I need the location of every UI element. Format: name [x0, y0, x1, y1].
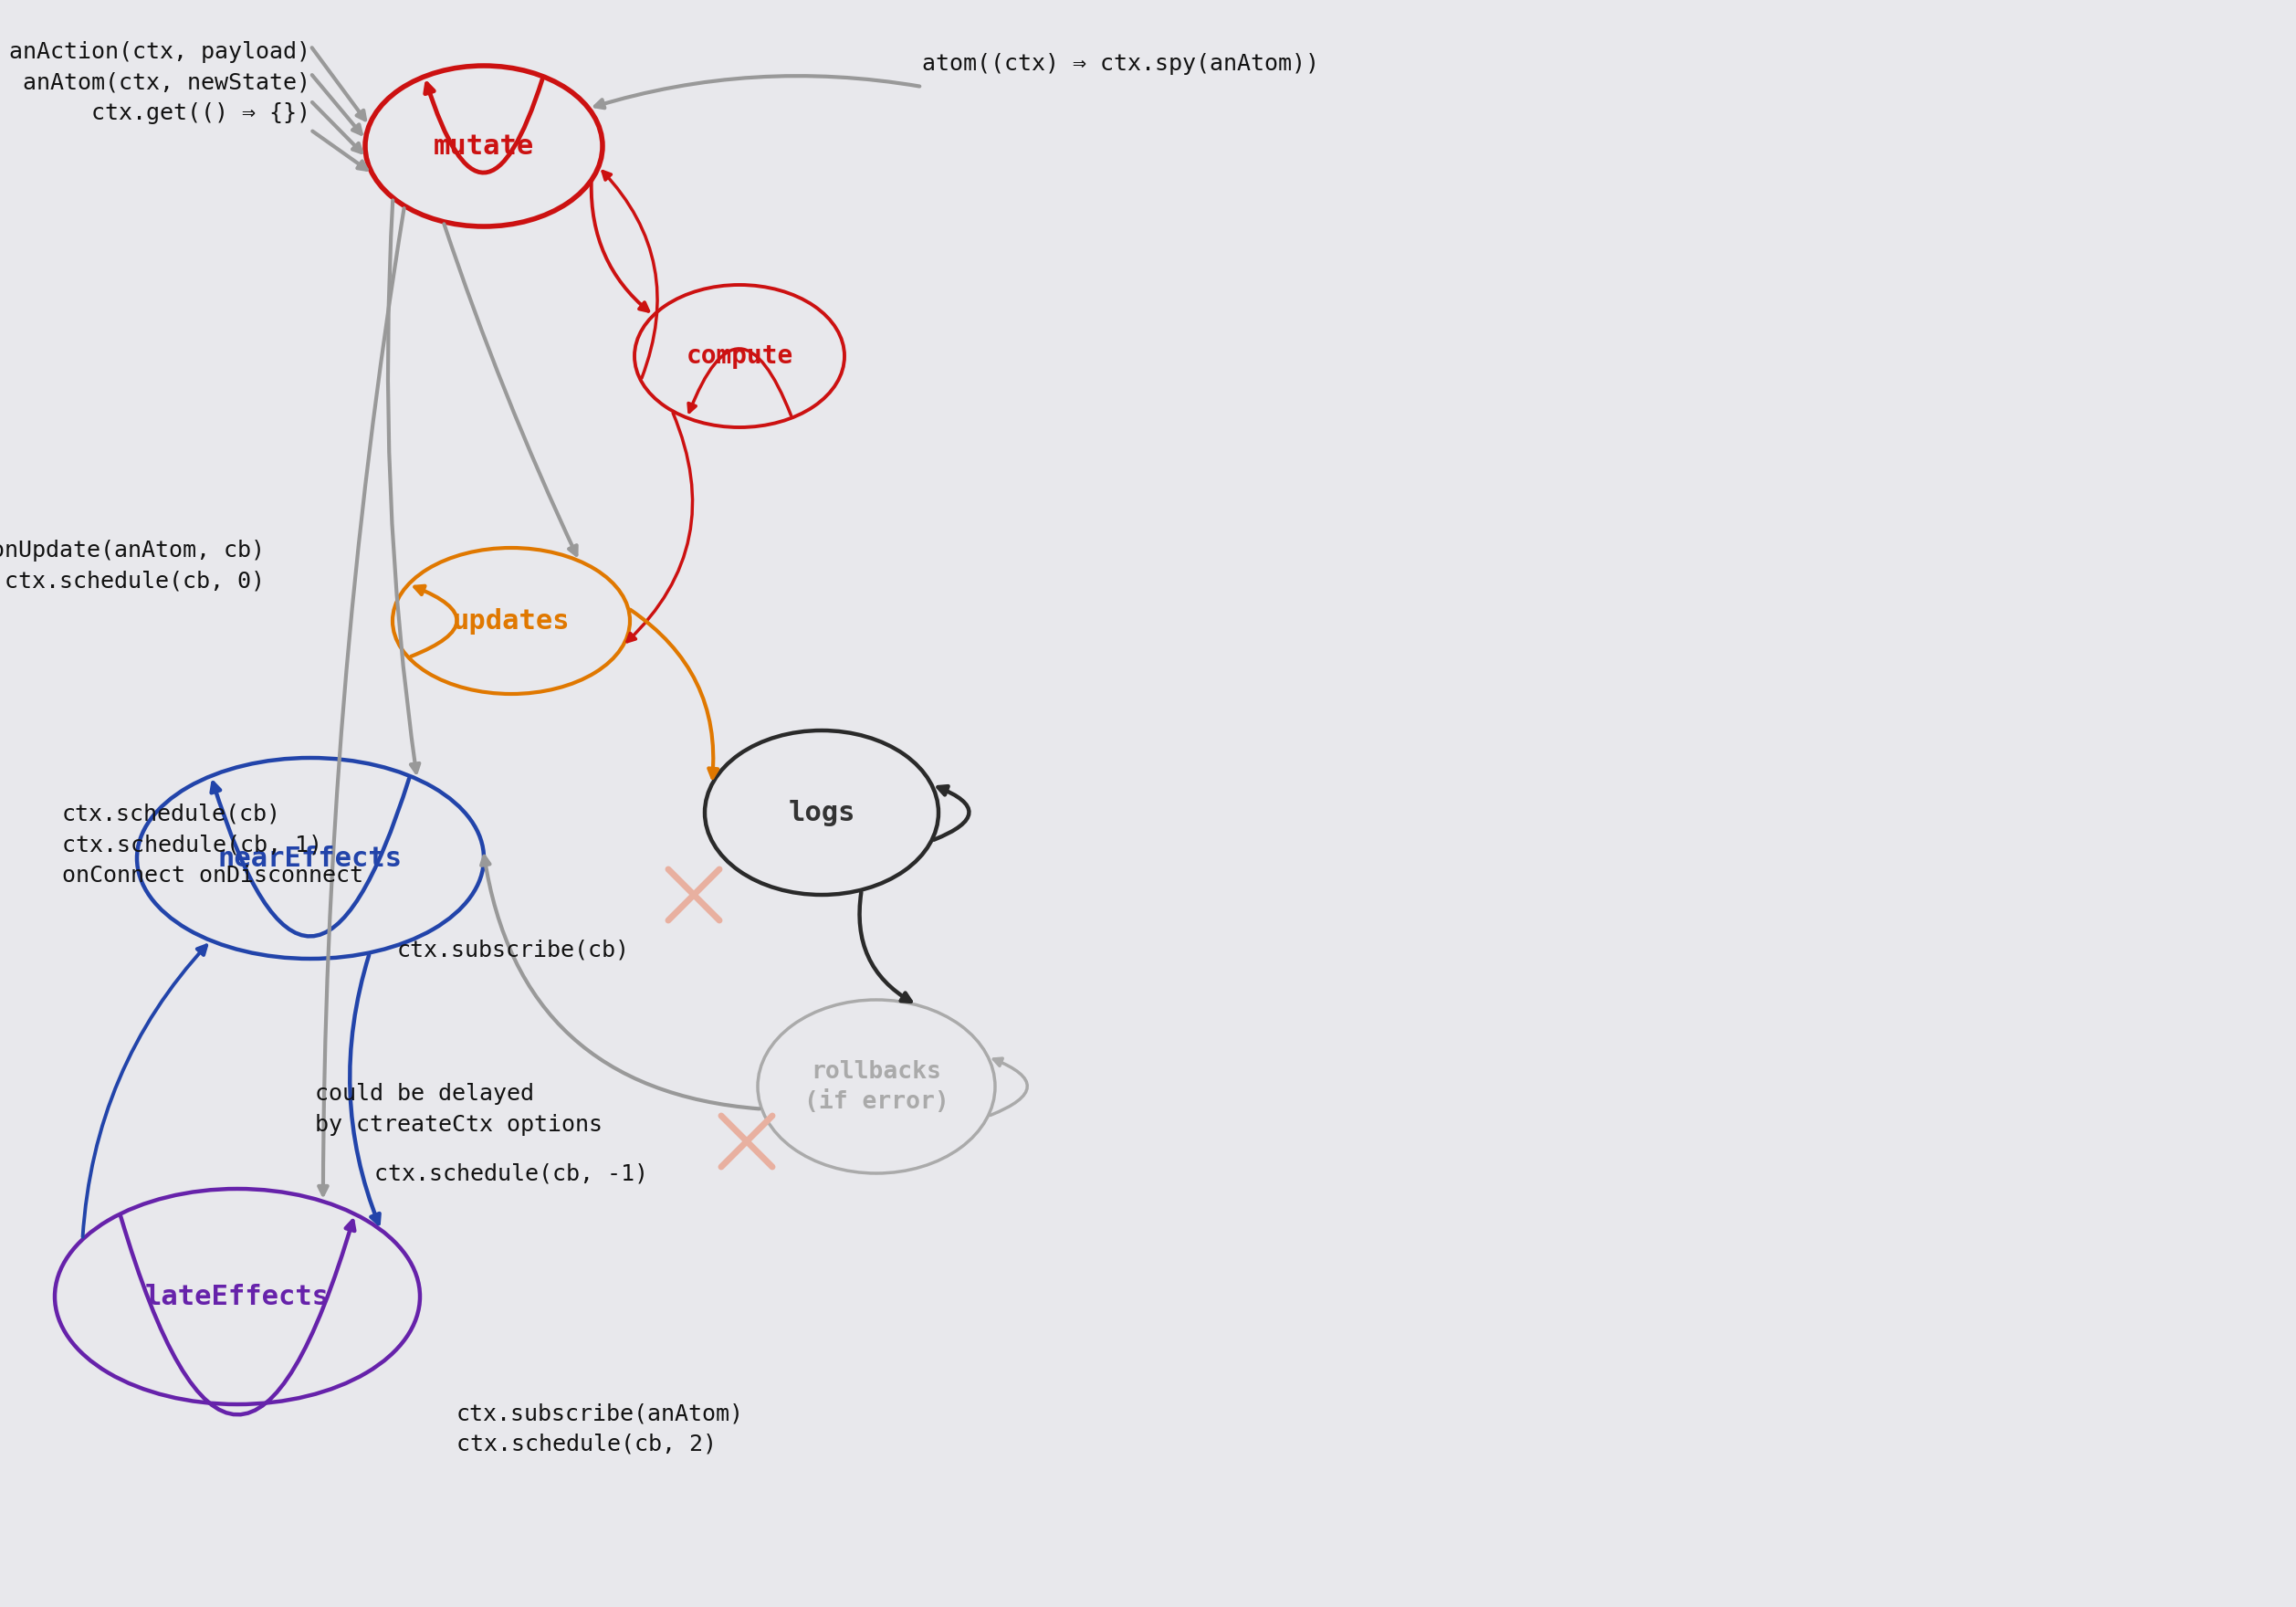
- Text: ctx.schedule(cb, -1): ctx.schedule(cb, -1): [374, 1162, 647, 1184]
- Text: ctx.schedule(cb)
ctx.schedule(cb, 1)
onConnect onDisconnect: ctx.schedule(cb) ctx.schedule(cb, 1) onC…: [62, 804, 363, 885]
- Text: onUpdate(anAtom, cb)
ctx.schedule(cb, 0): onUpdate(anAtom, cb) ctx.schedule(cb, 0): [0, 540, 264, 593]
- Text: lateEffects: lateEffects: [145, 1284, 331, 1310]
- Text: ctx.subscribe(anAtom)
ctx.schedule(cb, 2): ctx.subscribe(anAtom) ctx.schedule(cb, 2…: [457, 1403, 744, 1456]
- Text: rollbacks
(if error): rollbacks (if error): [804, 1059, 948, 1114]
- Text: nearEffects: nearEffects: [218, 845, 402, 871]
- Text: mutate: mutate: [434, 133, 535, 159]
- Text: logs: logs: [788, 799, 854, 826]
- Text: updates: updates: [452, 607, 569, 635]
- Text: atom((ctx) ⇒ ctx.spy(anAtom)): atom((ctx) ⇒ ctx.spy(anAtom)): [923, 53, 1320, 76]
- Text: anAction(ctx, payload)
anAtom(ctx, newState)
ctx.get(() ⇒ {}): anAction(ctx, payload) anAtom(ctx, newSt…: [9, 40, 310, 124]
- Text: could be delayed
by ctreateCtx options: could be delayed by ctreateCtx options: [315, 1083, 602, 1136]
- Text: ctx.subscribe(cb): ctx.subscribe(cb): [397, 938, 629, 961]
- Text: compute: compute: [687, 344, 792, 370]
